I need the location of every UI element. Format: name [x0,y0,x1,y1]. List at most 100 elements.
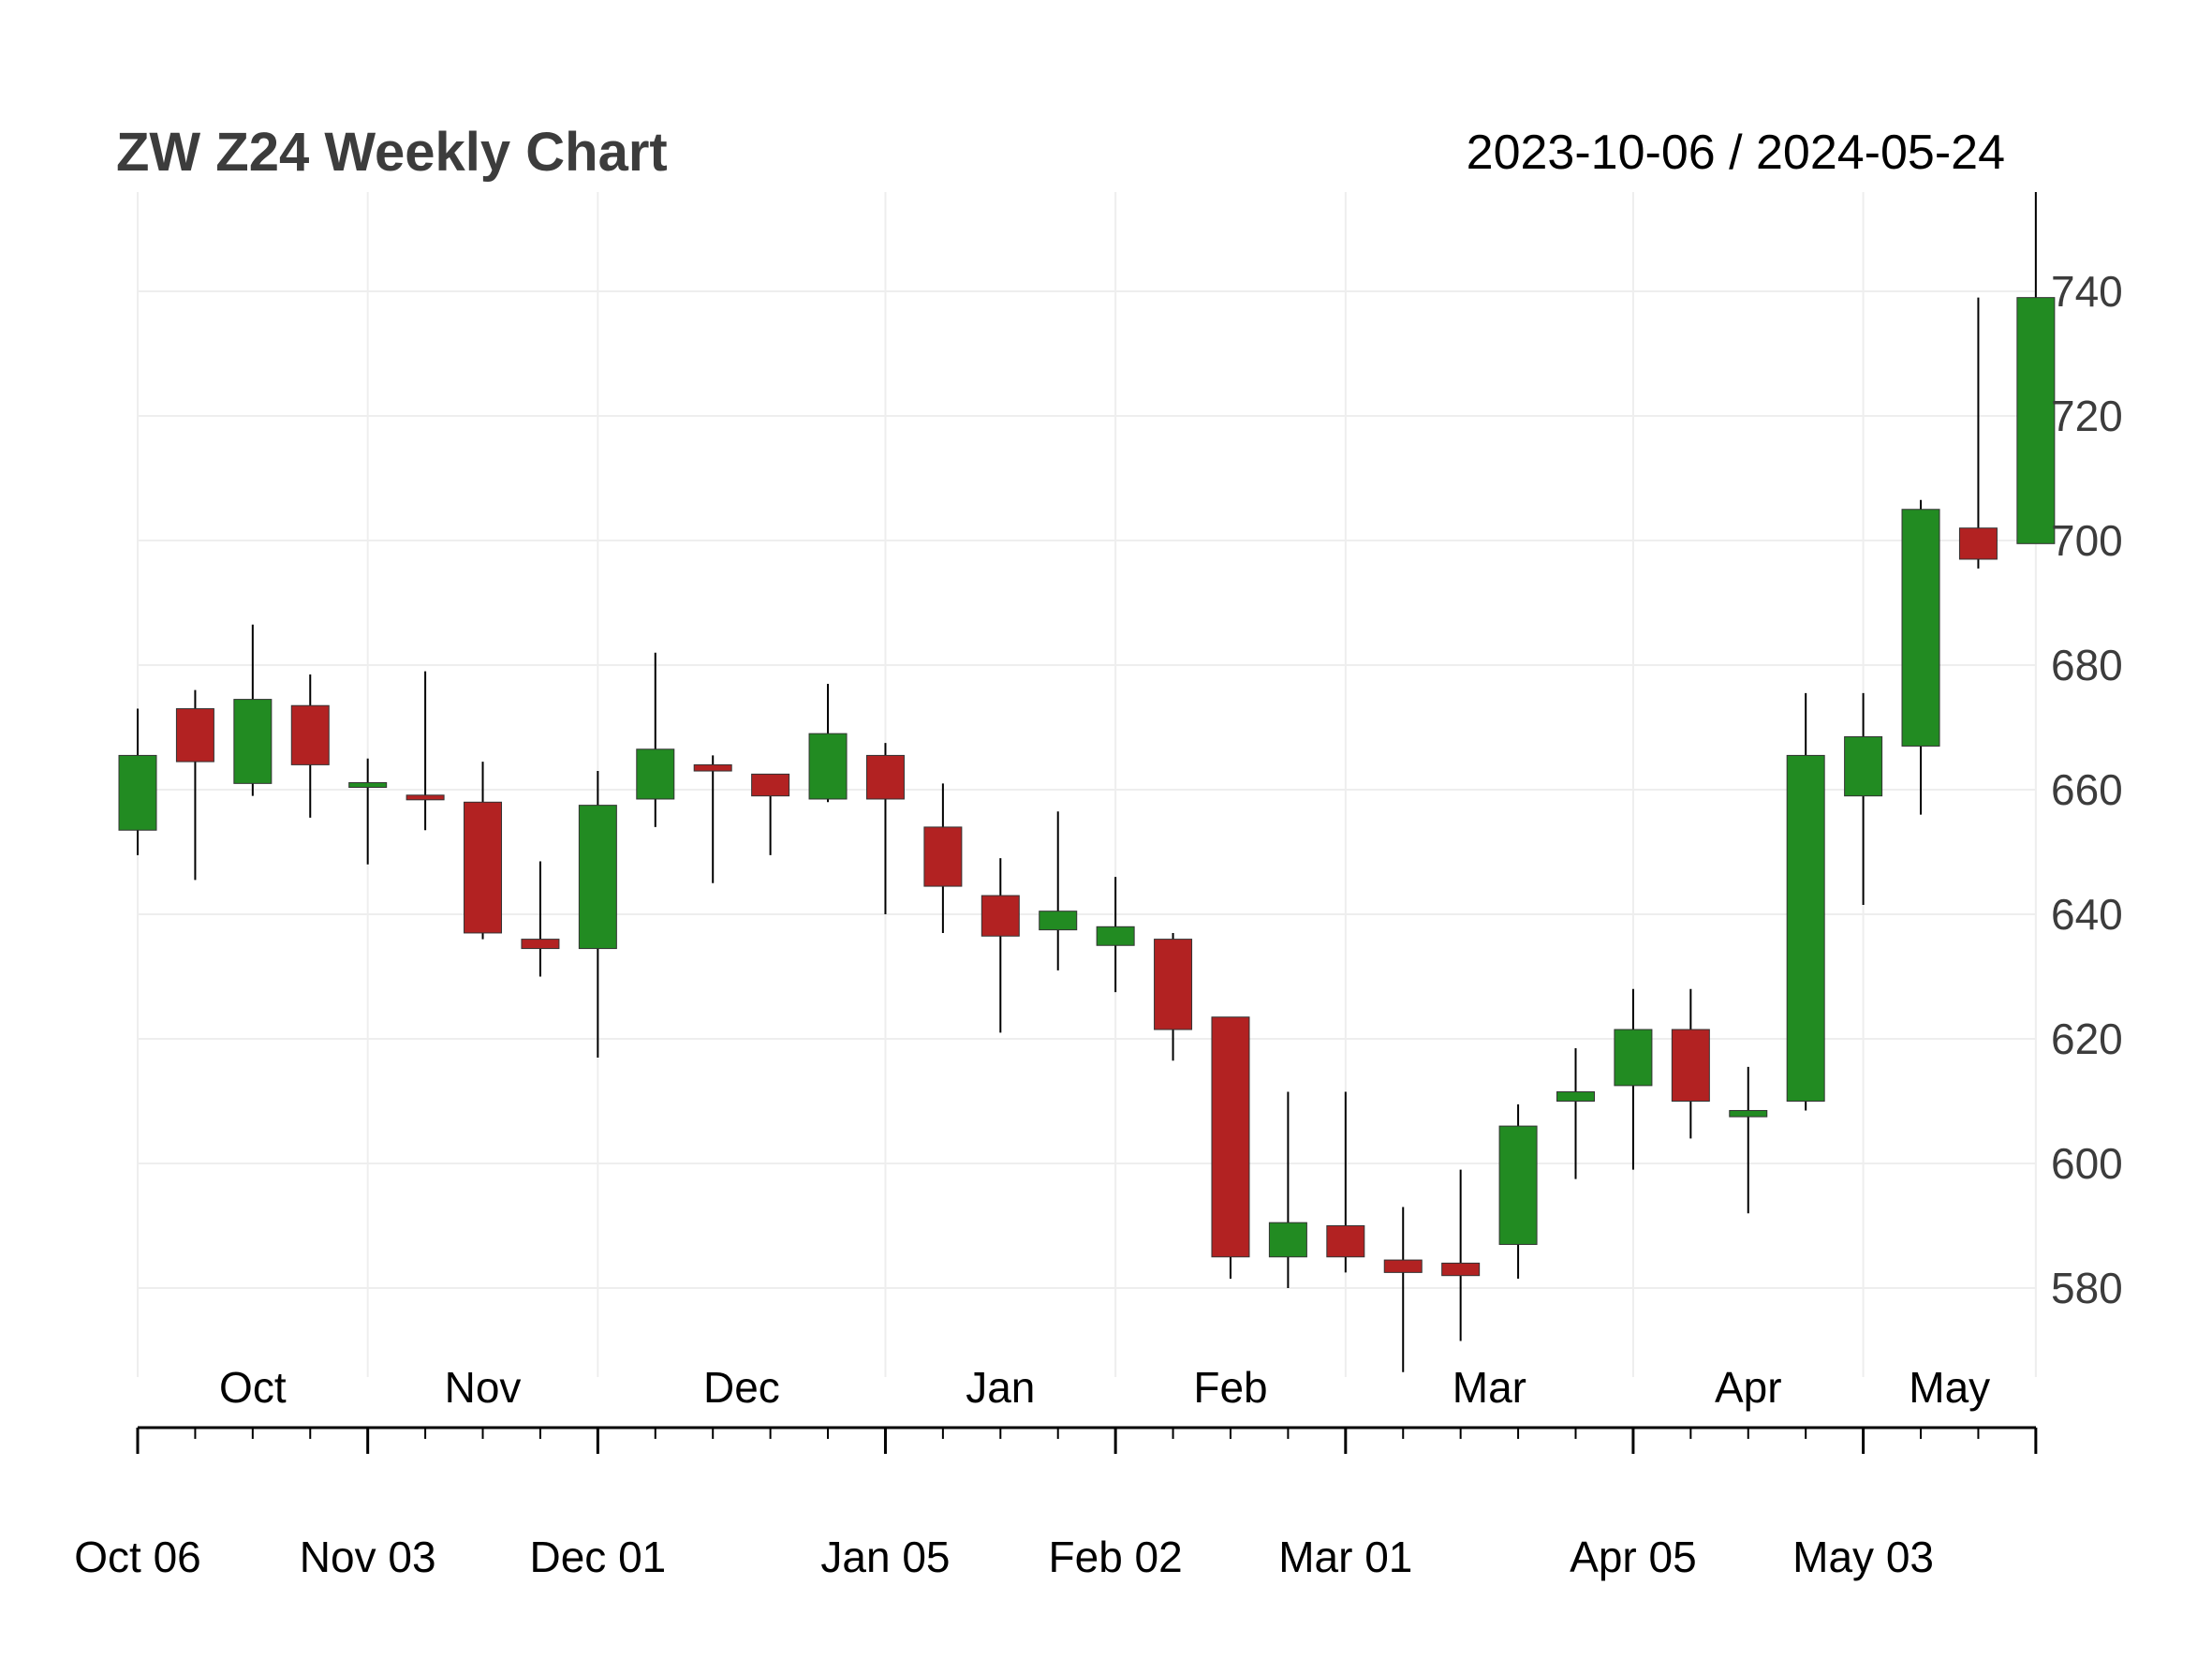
candle-body [175,708,214,763]
candle [1268,1091,1307,1288]
month-label: Nov [445,1363,522,1412]
candle-body [290,704,330,765]
candle [175,689,214,881]
y-tick-label: 620 [2051,1015,2123,1063]
candle [1383,1207,1423,1372]
candle [578,771,617,1058]
x-tick-label: Apr 05 [1570,1533,1697,1581]
candle-body [865,754,905,800]
candle-body [1786,754,1825,1102]
candle-body [1441,1262,1481,1277]
candle [865,743,905,914]
candle [521,861,560,977]
candle-body [1614,1029,1653,1087]
candle-body [751,773,790,797]
candle-body [1958,527,1998,560]
y-tick-label: 720 [2051,392,2123,440]
month-label: May [1909,1363,1990,1412]
y-tick-label: 580 [2051,1264,2123,1312]
candle-body [1383,1259,1423,1273]
candle-body [233,699,273,784]
candle [2016,192,2056,544]
candles [118,192,2056,1372]
candle [1786,692,1825,1111]
candle [1958,297,1998,569]
candle [981,858,1020,1033]
y-tick-label: 660 [2051,765,2123,814]
candle-body [464,801,503,934]
candle-body [406,794,445,801]
candle [406,671,445,831]
candle [1441,1169,1481,1341]
candle-body [348,782,388,789]
candle [1154,932,1193,1061]
candle [464,762,503,940]
candle [348,758,388,865]
candle-body [578,805,617,950]
candle-body [521,939,560,950]
candle [751,773,790,855]
candle [118,708,157,855]
month-labels: Oct Nov Dec Jan Feb Mar Apr May [219,1363,1990,1412]
x-tick-label: Dec 01 [529,1533,666,1581]
candle-body [1326,1225,1365,1258]
candle [636,652,675,827]
chart-title: ZW Z24 Weekly Chart [116,122,668,183]
candle-body [118,754,157,831]
x-tick-label: May 03 [1792,1533,1934,1581]
candle-body [981,895,1020,937]
x-tick-label: Jan 05 [820,1533,950,1581]
candle-body [1211,1016,1250,1258]
month-label: Mar [1453,1363,1526,1412]
y-tick-label: 740 [2051,267,2123,316]
candle [808,683,848,803]
month-label: Jan [966,1363,1035,1412]
y-axis: 580 600 620 640 660 680 700 720 740 [2051,267,2123,1312]
candle-body [1729,1109,1768,1118]
candle-body [808,733,848,800]
candle-body [1671,1029,1710,1103]
candle-body [1844,735,1883,797]
date-range: 2023-10-06 / 2024-05-24 [1467,126,2005,180]
candle-body [1556,1091,1595,1103]
month-label: Apr [1715,1363,1782,1412]
month-label: Feb [1193,1363,1267,1412]
candle-body [693,763,732,772]
candle [1326,1091,1365,1273]
candle-body [1268,1222,1307,1258]
x-tick-label: Mar 01 [1278,1533,1412,1581]
candle [1614,988,1653,1170]
y-tick-label: 600 [2051,1139,2123,1188]
y-tick-label: 700 [2051,516,2123,565]
candle [1671,988,1710,1139]
candle [1556,1047,1595,1179]
x-tick-label: Oct 06 [74,1533,201,1581]
y-tick-label: 680 [2051,641,2123,689]
candle-body [2016,297,2056,544]
candle [1844,692,1883,906]
x-tick-label: Nov 03 [300,1533,436,1581]
month-label: Dec [703,1363,780,1412]
grid-lines [137,192,2037,1377]
candle-body [1039,911,1078,931]
candle [693,755,732,883]
y-tick-label: 640 [2051,890,2123,939]
candle-body [1096,926,1135,946]
candle [1498,1104,1538,1280]
candle [1901,499,1940,815]
candle [233,624,273,796]
candle [1039,811,1078,970]
month-label: Oct [219,1363,287,1412]
x-tick-label: Feb 02 [1049,1533,1183,1581]
candle [923,783,963,933]
candle-body [923,826,963,887]
candle [290,674,330,818]
candle [1729,1066,1768,1214]
candle [1211,1016,1250,1280]
candle-body [636,748,675,800]
candle-body [1901,509,1940,747]
x-axis: Oct 06 Nov 03 Dec 01 Jan 05 Feb 02 Mar 01 Apr … [74,1426,2038,1581]
candle-body [1154,939,1193,1030]
candle-body [1498,1125,1538,1245]
